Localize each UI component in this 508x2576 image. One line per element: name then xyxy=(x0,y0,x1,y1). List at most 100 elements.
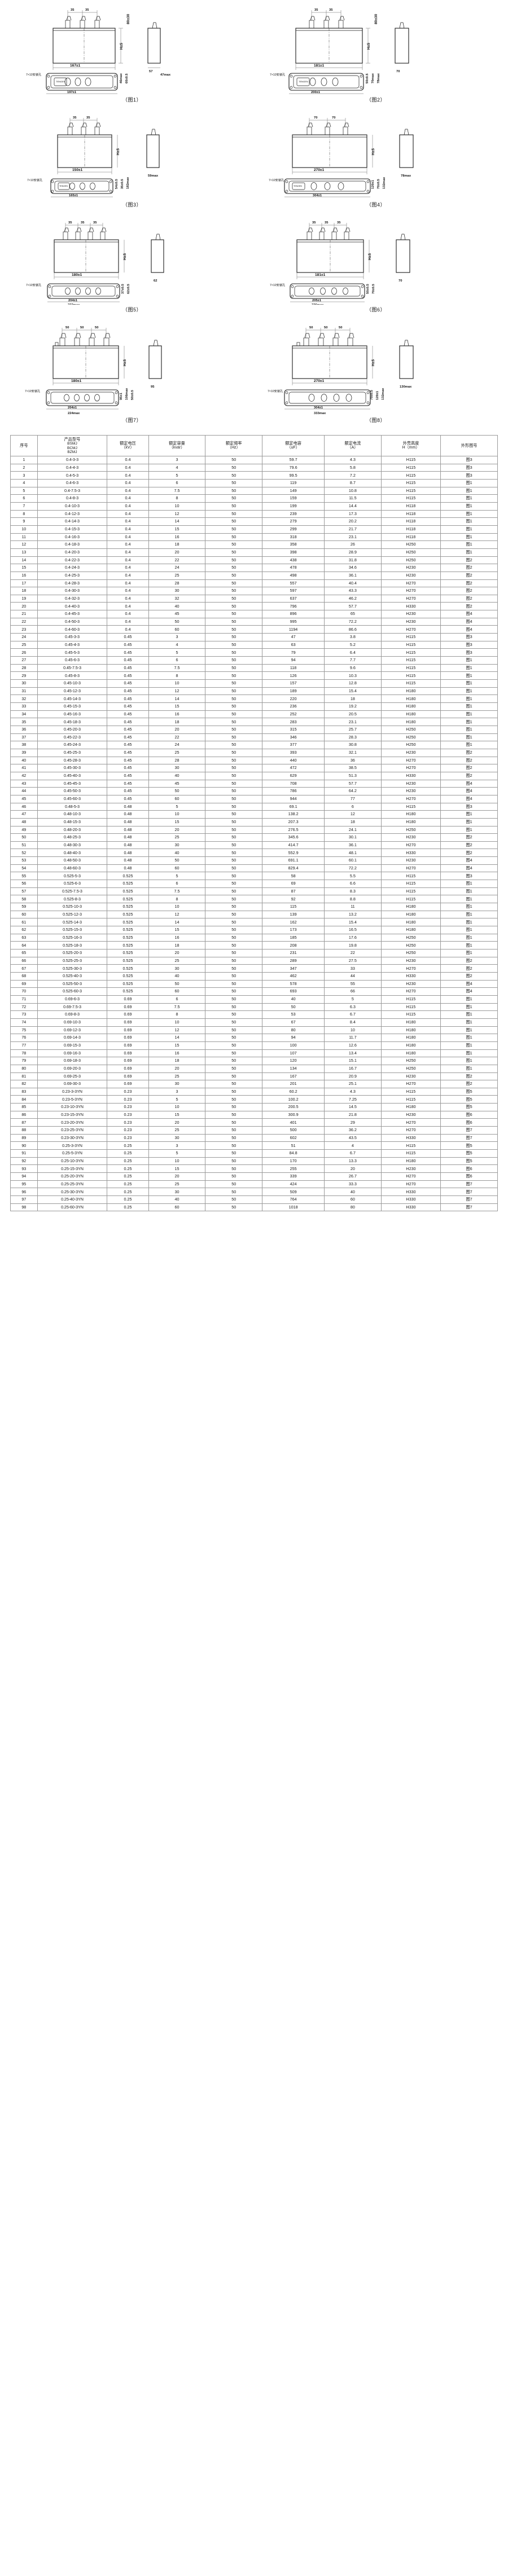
fig3-brand-label: TENGEN xyxy=(59,185,68,187)
row-index: 30 xyxy=(10,679,38,688)
row-index: 23 xyxy=(10,625,38,634)
row-case-height: H180 xyxy=(380,903,441,911)
row-current: 15.4 xyxy=(324,687,382,696)
row-figure-ref: 图4 xyxy=(440,617,498,626)
table-row: 55 0.525-5-3 0.525 5 50 58 5.5 H115 图3 xyxy=(10,872,498,881)
row-frequency: 50 xyxy=(205,926,263,934)
row-current: 17.6 xyxy=(324,933,382,942)
row-model: 0.45-12-3 xyxy=(37,687,108,696)
row-current: 51.3 xyxy=(324,771,382,780)
row-case-height: H115 xyxy=(380,1149,441,1158)
row-model: 0.4-50-3 xyxy=(37,617,108,626)
table-row: 19 0.4-32-3 0.4 32 50 637 46.2 H270 图2 xyxy=(10,594,498,603)
table-row: 44 0.45-50-3 0.45 50 50 786 64.2 H230 图4 xyxy=(10,787,498,795)
row-figure-ref: 图1 xyxy=(440,671,498,680)
row-capacitance: 58 xyxy=(262,872,325,881)
row-index: 42 xyxy=(10,771,38,780)
figure-4: 70 70 270±1 H±5 78max 7×10安装孔 xyxy=(254,112,498,217)
row-frequency: 50 xyxy=(205,640,263,649)
row-capacity: 10 xyxy=(148,810,206,819)
row-case-height: H230 xyxy=(380,1164,441,1173)
fig5-side-view xyxy=(151,239,164,273)
row-model: 0.4-10-3 xyxy=(37,502,108,511)
row-figure-ref: 图5 xyxy=(440,1103,498,1111)
row-frequency: 50 xyxy=(205,1080,263,1088)
fig3-base-h3: 182max xyxy=(126,177,130,189)
row-model: 0.25-60-3YN xyxy=(37,1203,108,1212)
row-capacitance: 231 xyxy=(262,949,325,957)
row-voltage: 0.69 xyxy=(107,1072,149,1081)
row-capacitance: 339 xyxy=(262,1172,325,1181)
table-row: 31 0.45-12-3 0.45 12 50 189 15.4 H180 图1 xyxy=(10,687,498,696)
fig8-mount-note: 7×10安装孔 xyxy=(268,389,283,393)
row-current: 86.6 xyxy=(324,625,382,634)
table-row: 62 0.525-15-3 0.525 15 50 173 16.5 H180 图1 xyxy=(10,926,498,934)
row-current: 16.5 xyxy=(324,926,382,934)
row-case-height: H250 xyxy=(380,825,441,834)
row-capacitance: 100 xyxy=(262,1041,325,1050)
row-voltage: 0.69 xyxy=(107,1057,149,1065)
row-current: 72.2 xyxy=(324,864,382,873)
row-capacitance: 358 xyxy=(262,540,325,549)
row-capacitance: 283 xyxy=(262,718,325,726)
row-frequency: 50 xyxy=(205,587,263,595)
row-voltage: 0.69 xyxy=(107,1018,149,1027)
row-frequency: 50 xyxy=(205,972,263,981)
row-capacity: 10 xyxy=(148,903,206,911)
row-index: 6 xyxy=(10,494,38,503)
row-voltage: 0.4 xyxy=(107,602,149,611)
figure-1-caption: （图1） xyxy=(122,97,142,103)
row-index: 89 xyxy=(10,1133,38,1142)
table-row: 20 0.4-40-3 0.4 40 50 796 57.7 H330 图2 xyxy=(10,602,498,611)
row-frequency: 50 xyxy=(205,825,263,834)
row-voltage: 0.69 xyxy=(107,1034,149,1042)
row-model: 0.45-25-3 xyxy=(37,748,108,757)
row-model: 0.69-8-3 xyxy=(37,1010,108,1019)
fig5-dim-spacing-2: 35 xyxy=(81,221,85,225)
row-voltage: 0.4 xyxy=(107,471,149,480)
row-frequency: 50 xyxy=(205,602,263,611)
row-frequency: 50 xyxy=(205,1126,263,1135)
row-voltage: 0.48 xyxy=(107,802,149,811)
row-current: 25.7 xyxy=(324,725,382,734)
header-capacitance: 额定电容 （uF） xyxy=(262,435,325,456)
fig4-body xyxy=(292,134,367,168)
row-capacity: 8 xyxy=(148,895,206,904)
row-frequency: 50 xyxy=(205,1203,263,1212)
row-voltage: 0.23 xyxy=(107,1118,149,1127)
row-figure-ref: 图1 xyxy=(440,656,498,665)
fig7-base-h2: 106max xyxy=(125,388,129,400)
row-model: 0.4-16-3 xyxy=(37,533,108,542)
row-voltage: 0.525 xyxy=(107,872,149,881)
row-figure-ref: 图1 xyxy=(440,810,498,819)
row-current: 36.2 xyxy=(324,1126,382,1135)
row-current: 18 xyxy=(324,694,382,703)
row-frequency: 50 xyxy=(205,864,263,873)
table-row: 30 0.45-10-3 0.45 10 50 157 12.8 H115 图1 xyxy=(10,679,498,688)
row-frequency: 50 xyxy=(205,941,263,949)
row-case-height: H180 xyxy=(380,710,441,719)
row-current: 40.4 xyxy=(324,579,382,588)
fig3-base-h1: 54±0.5 xyxy=(115,179,119,189)
row-capacity: 16 xyxy=(148,533,206,542)
row-model: 0.525-15-3 xyxy=(37,926,108,934)
row-case-height: H115 xyxy=(380,995,441,1004)
row-figure-ref: 图4 xyxy=(440,987,498,996)
row-index: 93 xyxy=(10,1164,38,1173)
table-row: 34 0.45-16-3 0.45 16 50 252 20.5 H180 图1 xyxy=(10,710,498,719)
row-index: 9 xyxy=(10,517,38,526)
row-voltage: 0.23 xyxy=(107,1103,149,1111)
row-voltage: 0.25 xyxy=(107,1164,149,1173)
fig6-dim-spacing-2: 35 xyxy=(325,221,329,225)
row-current: 27.5 xyxy=(324,956,382,965)
row-current: 11.5 xyxy=(324,494,382,503)
row-capacitance: 167 xyxy=(262,1072,325,1081)
row-capacity: 7.5 xyxy=(148,887,206,896)
row-voltage: 0.525 xyxy=(107,903,149,911)
table-row: 98 0.25-60-3YN 0.25 60 50 1018 80 H330 图7 xyxy=(10,1203,498,1212)
row-index: 24 xyxy=(10,633,38,641)
row-voltage: 0.45 xyxy=(107,640,149,649)
row-index: 4 xyxy=(10,478,38,487)
row-voltage: 0.4 xyxy=(107,594,149,603)
table-row: 54 0.48-60-3 0.48 60 50 829.4 72.2 H270 图4 xyxy=(10,864,498,873)
